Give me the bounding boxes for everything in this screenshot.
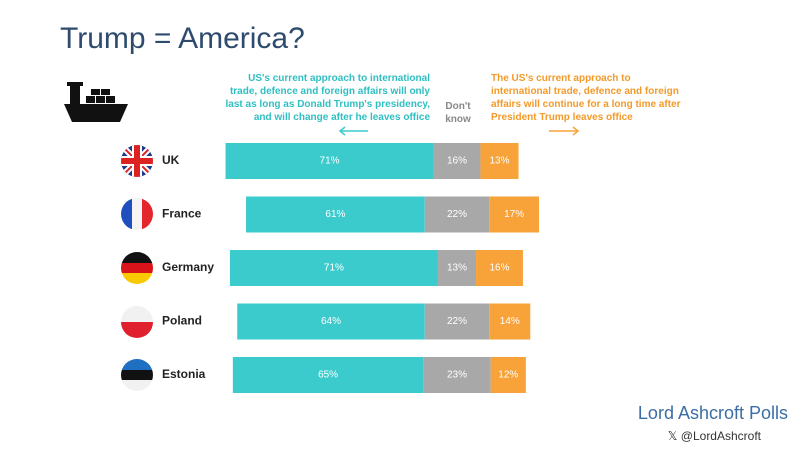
- bar-segment: [229, 250, 438, 286]
- value-label: 16%: [489, 263, 509, 274]
- category-label: Estonia: [162, 367, 206, 381]
- flag-germany: [121, 252, 153, 284]
- bar-segment: [433, 143, 481, 179]
- ship-icon: [64, 82, 128, 122]
- value-label: 16%: [447, 156, 467, 167]
- legend-right: The US's current approach to internation…: [491, 73, 681, 123]
- chart-title: Trump = America?: [60, 22, 305, 55]
- category-label: Poland: [162, 314, 202, 328]
- value-label: 13%: [489, 156, 509, 167]
- category-label: France: [162, 207, 202, 221]
- value-label: 22%: [447, 316, 467, 327]
- bar-segment: [423, 357, 491, 393]
- bar-segment: [489, 196, 540, 233]
- legend-left: US's current approach to international t…: [225, 73, 430, 123]
- value-label: 13%: [447, 263, 467, 274]
- value-label: 71%: [320, 156, 340, 167]
- value-label: 61%: [325, 209, 345, 220]
- value-label: 64%: [321, 316, 341, 327]
- flag-estonia: [121, 359, 153, 391]
- legend-middle: Don't know: [445, 101, 471, 125]
- bar-segment: [237, 303, 425, 340]
- value-label: 14%: [500, 316, 520, 327]
- right-arrow: [549, 126, 580, 136]
- category-label: UK: [162, 153, 180, 167]
- bar-segment: [437, 250, 477, 286]
- flag-uk: [121, 145, 153, 177]
- value-label: 17%: [504, 209, 524, 220]
- value-label: 12%: [498, 370, 518, 381]
- bar-segment: [476, 250, 523, 286]
- flag-france: [121, 198, 153, 230]
- handle: 𝕏 @LordAshcroft: [668, 429, 762, 443]
- bar-segment: [424, 303, 490, 340]
- value-label: 22%: [447, 209, 467, 220]
- bar-segment: [225, 143, 434, 179]
- bar-segment: [490, 357, 526, 393]
- source: Lord Ashcroft Polls: [638, 403, 788, 423]
- bar-segment: [232, 357, 424, 393]
- value-label: 71%: [324, 263, 344, 274]
- bar-segment: [424, 196, 490, 233]
- bar-segment: [480, 143, 519, 179]
- category-label: Germany: [162, 260, 214, 274]
- bar-segment: [489, 303, 531, 340]
- value-label: 23%: [447, 370, 467, 381]
- bar-segment: [246, 196, 425, 233]
- flag-poland: [121, 306, 153, 338]
- left-arrow: [338, 126, 368, 136]
- value-label: 65%: [318, 370, 338, 381]
